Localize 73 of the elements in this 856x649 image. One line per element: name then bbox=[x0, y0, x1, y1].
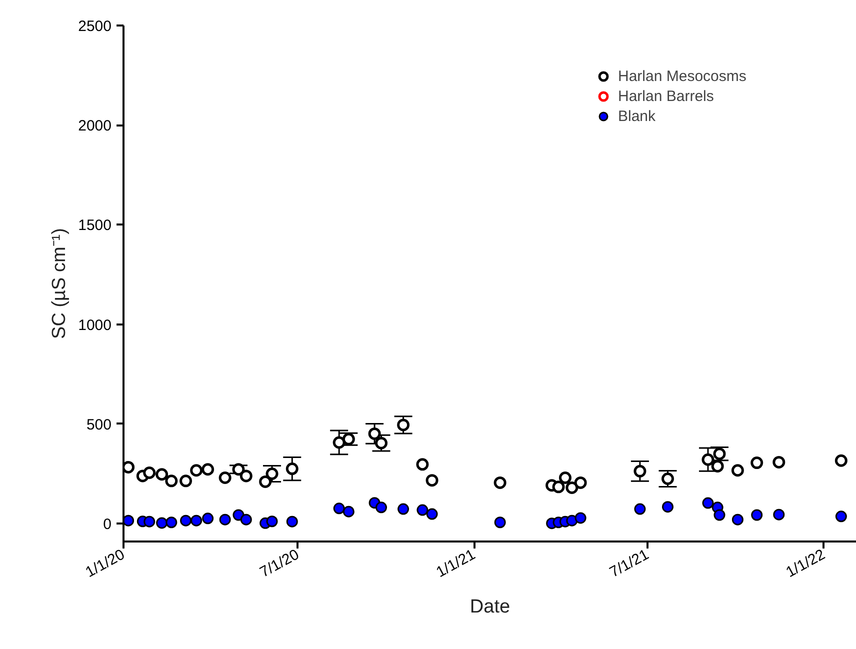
point bbox=[711, 460, 724, 472]
legend-label: Harlan Mesocosms bbox=[618, 68, 746, 84]
point bbox=[634, 503, 646, 515]
point bbox=[266, 468, 278, 480]
point bbox=[190, 464, 203, 477]
point bbox=[124, 460, 135, 474]
point bbox=[144, 516, 156, 528]
point bbox=[376, 502, 387, 514]
point bbox=[662, 501, 674, 513]
point bbox=[180, 474, 192, 488]
y-axis-title: SC (µS cm⁻¹) bbox=[49, 228, 70, 339]
point bbox=[574, 512, 586, 524]
point bbox=[732, 514, 744, 526]
point bbox=[156, 517, 168, 529]
point bbox=[702, 453, 714, 466]
point bbox=[143, 466, 156, 480]
y-tick-label: 0 bbox=[103, 516, 112, 534]
point bbox=[426, 508, 438, 520]
point bbox=[552, 480, 565, 494]
point bbox=[416, 504, 428, 516]
point bbox=[558, 472, 572, 484]
point bbox=[574, 476, 587, 489]
point bbox=[834, 454, 848, 467]
point bbox=[661, 472, 674, 485]
point bbox=[426, 474, 438, 487]
point bbox=[342, 506, 354, 518]
point bbox=[342, 432, 355, 446]
point bbox=[259, 475, 272, 488]
point bbox=[634, 464, 646, 478]
point bbox=[494, 476, 506, 489]
point bbox=[165, 474, 178, 488]
point bbox=[398, 503, 410, 515]
point bbox=[368, 427, 381, 440]
point bbox=[166, 516, 178, 528]
point bbox=[156, 468, 168, 481]
point bbox=[218, 472, 232, 484]
y-tick-label: 1500 bbox=[78, 217, 112, 234]
point bbox=[416, 458, 429, 471]
point bbox=[332, 436, 346, 449]
point bbox=[714, 509, 726, 521]
point bbox=[333, 502, 345, 514]
y-tick-label: 1000 bbox=[78, 316, 112, 334]
point bbox=[190, 514, 202, 526]
point bbox=[835, 510, 847, 522]
point bbox=[124, 514, 134, 526]
point bbox=[773, 508, 785, 520]
point bbox=[286, 516, 298, 528]
point bbox=[286, 462, 298, 476]
legend-label: Harlan Barrels bbox=[618, 88, 714, 104]
y-tick-label: 2000 bbox=[78, 118, 112, 135]
point bbox=[397, 418, 410, 432]
point bbox=[232, 463, 245, 476]
point bbox=[266, 516, 278, 528]
point bbox=[240, 470, 252, 482]
point bbox=[750, 456, 764, 470]
point bbox=[566, 514, 578, 526]
point bbox=[713, 448, 726, 460]
point bbox=[731, 464, 744, 477]
point bbox=[240, 514, 252, 526]
y-tick-label: 500 bbox=[86, 416, 112, 434]
point bbox=[751, 509, 763, 521]
point bbox=[202, 463, 214, 476]
point bbox=[566, 481, 578, 494]
point bbox=[180, 514, 192, 526]
point bbox=[219, 514, 231, 526]
point bbox=[375, 436, 388, 450]
point bbox=[702, 497, 714, 509]
legend-label: Blank bbox=[618, 108, 656, 124]
y-tick-label: 2500 bbox=[78, 18, 112, 35]
point bbox=[772, 456, 786, 468]
point bbox=[202, 512, 214, 524]
point bbox=[494, 516, 506, 528]
x-axis-title: Date bbox=[470, 596, 510, 618]
